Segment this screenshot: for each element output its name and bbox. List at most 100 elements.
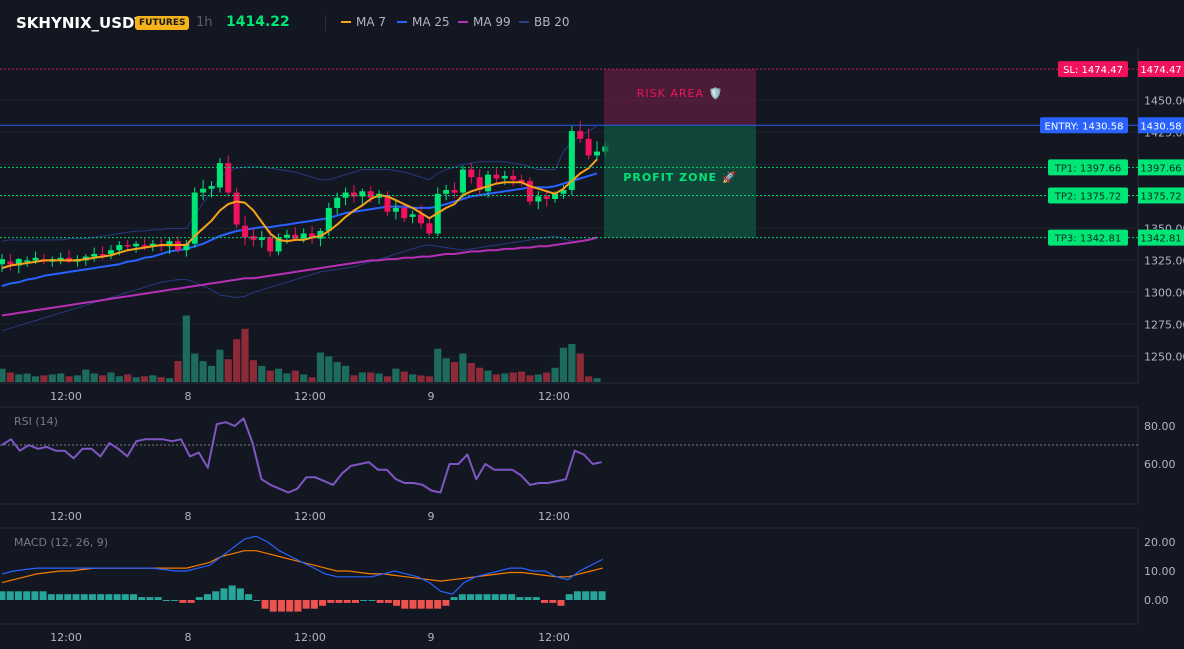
macd-hist-bar (80, 594, 88, 600)
volume-bar (476, 367, 484, 382)
time-axis-label: 8 (185, 631, 192, 644)
volume-bar (0, 368, 6, 382)
candle-body (543, 196, 550, 199)
volume-bar (6, 372, 14, 382)
macd-hist-bar (97, 594, 105, 600)
volume-bar (216, 349, 224, 382)
volume-bar (283, 373, 291, 382)
macd-hist-bar (475, 594, 483, 600)
tp1-price-tag (1138, 159, 1184, 176)
time-axis-label: 12:00 (50, 631, 82, 644)
volume-bar (115, 376, 123, 382)
volume-bar (450, 362, 459, 382)
interval-label[interactable]: 1h (196, 15, 213, 30)
candle-body (116, 245, 123, 251)
candle-body (225, 163, 232, 193)
tp3-tag-text: TP3: 1342.81 (1054, 234, 1121, 245)
candle-body (242, 225, 249, 238)
legend-bb20[interactable]: BB 20 (519, 15, 570, 29)
candle-body (401, 207, 408, 219)
price-axis-label: 1275.00 (1144, 318, 1184, 331)
macd-hist-bar (56, 594, 64, 600)
macd-hist-bar (269, 600, 277, 612)
volume-bar (568, 344, 576, 382)
sl-price-tag-text: 1474.47 (1140, 65, 1181, 76)
bb-lower-line (1, 235, 598, 332)
volume-bar (442, 358, 450, 382)
candle-body (166, 241, 173, 247)
last-price: 1414.22 (226, 14, 290, 30)
volume-bar (593, 378, 601, 382)
candle-body (418, 214, 424, 224)
volume-bar (459, 353, 467, 382)
macd-hist-bar (154, 597, 162, 600)
candle-body (317, 230, 324, 239)
volume-bar (149, 375, 157, 382)
volume-bar (375, 373, 383, 382)
macd-hist-bar (121, 594, 129, 600)
macd-hist-bar (590, 591, 598, 600)
volume-bar (350, 375, 358, 382)
time-axis-label: 9 (428, 390, 435, 403)
volume-bar (23, 373, 31, 382)
profit-zone-label: PROFIT ZONE 🚀 (623, 171, 736, 184)
volume-bar (509, 372, 517, 382)
macd-hist-bar (360, 600, 368, 601)
legend-label-bb20: BB 20 (534, 15, 570, 29)
candle-body (535, 196, 542, 202)
candle-body (191, 192, 198, 244)
volume-bar (107, 372, 115, 382)
macd-hist-bar (294, 600, 302, 612)
entry-price-tag (1138, 117, 1184, 134)
volume-bar (249, 360, 257, 382)
candle-body (0, 259, 5, 265)
tp1-price-tag-text: 1397.66 (1140, 163, 1181, 174)
ma25-line (1, 172, 598, 287)
candle-body (275, 237, 282, 252)
macd-hist-bar (138, 597, 146, 600)
legend-ma25[interactable]: MA 25 (397, 15, 450, 29)
candle-body (183, 243, 190, 251)
candle-body (91, 254, 98, 257)
volume-bar (73, 375, 82, 382)
volume-bar (98, 375, 107, 382)
candle-body (593, 151, 600, 156)
volume-bar (15, 374, 23, 382)
macd-hist-bar (351, 600, 359, 603)
macd-hist-bar (393, 600, 401, 606)
legend-label-ma7: MA 7 (356, 15, 387, 29)
volume-bar (224, 359, 232, 382)
tp3-tag (1048, 229, 1128, 246)
volume-bar (166, 378, 174, 382)
legend-ma7[interactable]: MA 7 (341, 15, 386, 29)
legend-ma99[interactable]: MA 99 (458, 15, 511, 29)
volume-bar (274, 368, 283, 382)
volume-bar (400, 371, 408, 382)
tp3-price-tag (1138, 229, 1184, 246)
legend-swatch-ma99 (458, 21, 468, 23)
candle-body (141, 245, 148, 247)
macd-hist-bar (39, 591, 47, 600)
macd-hist-bar (0, 591, 6, 600)
profit-zone-box (604, 125, 756, 238)
legend-swatch-ma7 (341, 21, 351, 23)
macd-hist-bar (409, 600, 417, 609)
macd-title: MACD (12, 26, 9) (14, 536, 108, 549)
risk-area-label: RISK AREA 🛡️ (637, 87, 723, 100)
rsi-title: RSI (14) (14, 415, 58, 428)
tp1-tag-text: TP1: 1397.66 (1054, 163, 1121, 174)
volume-bar (140, 376, 149, 382)
rsi-line (1, 417, 602, 494)
candle-body (334, 197, 341, 208)
macd-hist-bar (425, 600, 433, 609)
candle-body (552, 193, 559, 199)
macd-axis-label: 10.00 (1144, 565, 1176, 578)
candle-body (409, 214, 416, 217)
macd-hist-bar (516, 597, 524, 600)
symbol-name[interactable]: SKHYNIX_USDT (16, 14, 145, 32)
candle-body (233, 192, 240, 225)
volume-bar (358, 372, 366, 382)
chart-header: SKHYNIX_USDT FUTURES 1h 1414.22 MA 7 MA … (0, 0, 1184, 48)
candles (0, 120, 609, 274)
